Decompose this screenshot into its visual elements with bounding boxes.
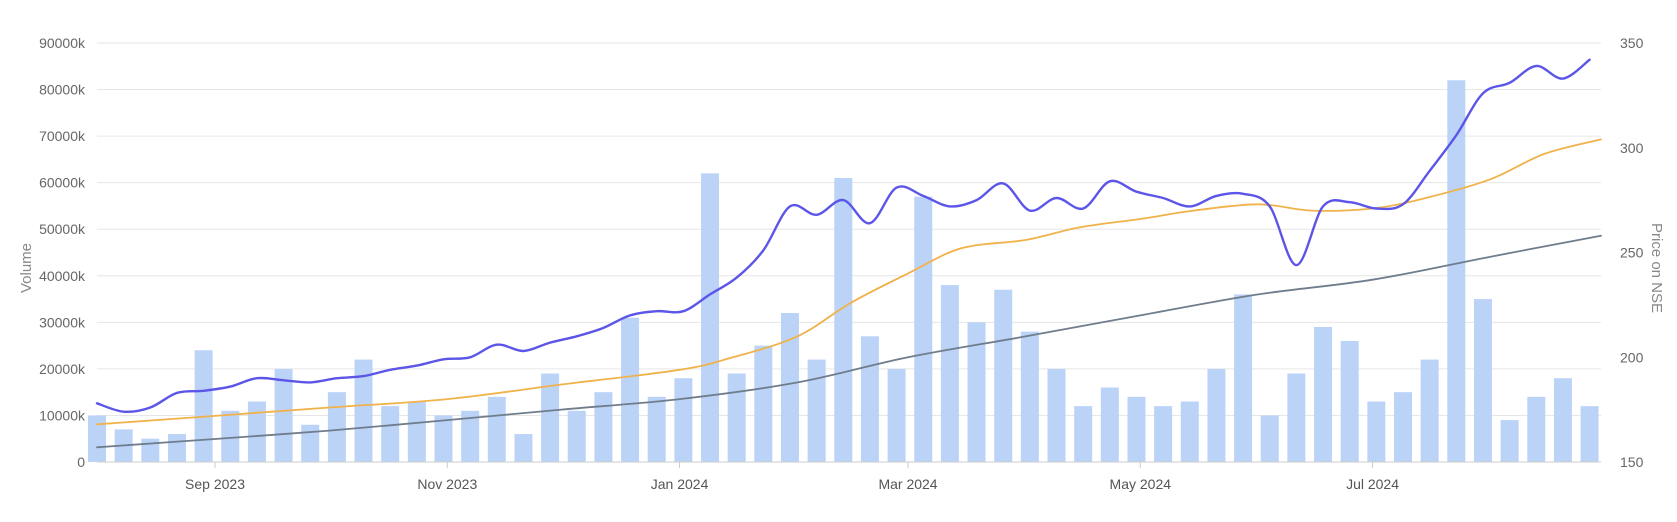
volume-bar <box>1020 331 1039 462</box>
volume-bar <box>621 317 640 462</box>
x-tick-label: Nov 2023 <box>417 476 477 492</box>
volume-bar <box>514 434 533 462</box>
volume-bar <box>1180 401 1199 462</box>
volume-bar <box>434 415 453 462</box>
volume-bar <box>567 410 586 462</box>
y-right-tick-label: 200 <box>1620 349 1644 365</box>
volume-bar <box>1154 406 1173 462</box>
y-left-tick-label: 10000k <box>39 407 86 423</box>
y-left-tick-label: 80000k <box>39 82 86 98</box>
volume-bar <box>1340 340 1359 462</box>
volume-bar <box>221 410 240 462</box>
volume-bar <box>487 396 506 462</box>
y-left-tick-label: 90000k <box>39 35 86 51</box>
volume-bar <box>1314 326 1333 462</box>
volume-bar <box>461 410 480 462</box>
volume-bar <box>1473 299 1492 462</box>
volume-bar <box>1127 396 1146 462</box>
volume-bar <box>1207 368 1226 462</box>
volume-bar <box>1367 401 1386 462</box>
x-tick-label: Mar 2024 <box>878 476 937 492</box>
line-series <box>95 58 1602 449</box>
y-left-tick-label: 20000k <box>39 361 86 377</box>
volume-bar <box>647 396 666 462</box>
price-line <box>95 58 1591 414</box>
volume-bar <box>301 424 320 462</box>
volume-bar <box>1420 359 1439 462</box>
volume-bar <box>967 322 986 462</box>
volume-bar <box>381 406 400 462</box>
x-tick-label: Sep 2023 <box>185 476 245 492</box>
volume-bar <box>1500 420 1519 462</box>
y-left-tick-label: 70000k <box>39 128 86 144</box>
volume-bar <box>1580 406 1599 462</box>
volume-bar <box>594 392 613 462</box>
y-right-tick-label: 350 <box>1620 35 1644 51</box>
y-right-axis-title: Price on NSE <box>1648 223 1665 313</box>
volume-bar <box>354 359 373 462</box>
volume-bar <box>701 173 720 462</box>
volume-bar <box>940 285 959 462</box>
volume-bar <box>167 434 186 462</box>
volume-bar <box>1447 80 1466 462</box>
volume-bar <box>887 368 906 462</box>
x-tick-label: Jan 2024 <box>651 476 709 492</box>
volume-bar <box>407 401 426 462</box>
volume-bar <box>807 359 826 462</box>
x-tick-label: May 2024 <box>1110 476 1172 492</box>
volume-bar <box>194 350 213 462</box>
volume-bar <box>274 368 293 462</box>
y-right-tick-label: 150 <box>1620 454 1644 470</box>
volume-bar <box>860 336 879 462</box>
y-left-tick-label: 50000k <box>39 221 86 237</box>
y-right-tick-label: 300 <box>1620 140 1644 156</box>
x-tick-label: Jul 2024 <box>1346 476 1399 492</box>
volume-bar <box>914 196 933 462</box>
volume-bar <box>1394 392 1413 462</box>
volume-bar <box>1234 294 1253 462</box>
volume-bar <box>541 373 560 462</box>
axes: 0 10000k 20000k 30000k 40000k 50000k 60000k 700… <box>39 35 1644 492</box>
volume-bar <box>88 415 106 462</box>
y-left-tick-label: 60000k <box>39 175 86 191</box>
volume-bar <box>1074 406 1093 462</box>
volume-bars <box>88 80 1599 462</box>
volume-bar <box>1553 378 1572 462</box>
ma200-line <box>96 234 1602 449</box>
y-left-axis-title: Volume <box>18 243 35 293</box>
volume-bar <box>1527 396 1546 462</box>
y-right-tick-label: 250 <box>1620 245 1644 261</box>
y-left-tick-label: 30000k <box>39 314 86 330</box>
volume-bar <box>727 373 746 462</box>
volume-bar <box>834 178 853 462</box>
volume-bar <box>1260 415 1279 462</box>
volume-bar <box>1287 373 1306 462</box>
volume-bar <box>780 313 799 462</box>
volume-bar <box>1100 387 1119 462</box>
volume-bar <box>674 378 693 462</box>
volume-bar <box>327 392 346 462</box>
volume-bar <box>994 289 1013 462</box>
y-left-tick-label: 40000k <box>39 268 86 284</box>
volume-bar <box>247 401 266 462</box>
ma50-line <box>96 138 1602 426</box>
volume-bar <box>754 345 773 462</box>
volume-bar <box>1047 368 1066 462</box>
y-left-tick-label: 0 <box>77 454 85 470</box>
